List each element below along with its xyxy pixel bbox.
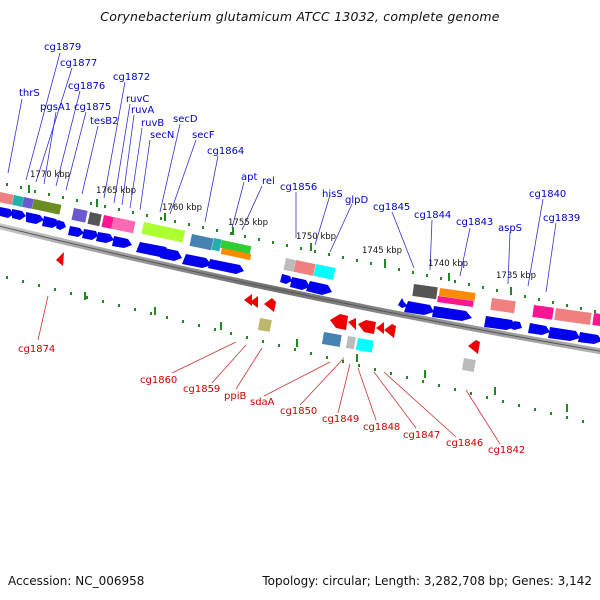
gene-label-reverse[interactable]: sdaA	[250, 397, 275, 408]
accession-text: Accession: NC_006958	[8, 574, 145, 588]
gene-label-forward[interactable]: secD	[173, 114, 198, 125]
gene-label-forward[interactable]: cg1875	[74, 102, 111, 113]
gene-label-forward[interactable]: cg1872	[113, 72, 150, 83]
gene-label-forward[interactable]: secN	[150, 130, 174, 141]
gene-label-reverse[interactable]: cg1850	[280, 406, 317, 417]
gene-label-forward[interactable]: cg1839	[543, 213, 580, 224]
gene-label-forward[interactable]: cg1840	[529, 189, 566, 200]
gene-label-forward[interactable]: cg1879	[44, 42, 81, 53]
gene-label-forward[interactable]: pgsA1	[40, 102, 71, 113]
gene-label-forward[interactable]: cg1864	[207, 146, 244, 157]
gene-label-forward[interactable]: ruvC	[126, 94, 149, 105]
gene-label-forward[interactable]: cg1877	[60, 58, 97, 69]
gene-label-reverse[interactable]: cg1859	[183, 384, 220, 395]
kbp-label: 1760 kbp	[162, 203, 202, 213]
gene-label-forward[interactable]: cg1843	[456, 217, 493, 228]
gene-label-forward[interactable]: hisS	[322, 189, 343, 200]
gene-label-reverse[interactable]: ppiB	[224, 391, 246, 402]
gene-label-reverse[interactable]: cg1849	[322, 414, 359, 425]
gene-label-forward[interactable]: aspS	[498, 223, 522, 234]
gene-label-forward[interactable]: ruvA	[131, 105, 154, 116]
gene-label-reverse[interactable]: cg1842	[488, 445, 525, 456]
topology-text: Topology: circular; Length: 3,282,708 bp…	[262, 574, 592, 588]
kbp-label: 1740 kbp	[428, 259, 468, 269]
map-title: Corynebacterium glutamicum ATCC 13032, c…	[100, 9, 500, 24]
gene-label-reverse[interactable]: cg1874	[18, 344, 55, 355]
kbp-label: 1755 kbp	[228, 218, 268, 228]
gene-label-forward[interactable]: ruvB	[141, 118, 164, 129]
gene-label-forward[interactable]: cg1876	[68, 81, 105, 92]
gene-label-reverse[interactable]: cg1860	[140, 375, 177, 386]
gene-label-forward[interactable]: secF	[192, 130, 215, 141]
gene-label-forward[interactable]: apt	[241, 172, 257, 183]
gene-label-reverse[interactable]: cg1848	[363, 422, 400, 433]
gene-label-reverse[interactable]: cg1847	[403, 430, 440, 441]
gene-label-forward[interactable]: glpD	[345, 195, 368, 206]
kbp-label: 1745 kbp	[362, 246, 402, 256]
gene-label-forward[interactable]: thrS	[19, 88, 40, 99]
kbp-label: 1750 kbp	[296, 232, 336, 242]
gene-label-forward[interactable]: rel	[262, 176, 275, 187]
gene-label-forward[interactable]: cg1845	[373, 202, 410, 213]
gene-label-forward[interactable]: cg1856	[280, 182, 317, 193]
gene-label-forward[interactable]: tesB2	[90, 116, 119, 127]
kbp-label: 1765 kbp	[96, 186, 136, 196]
gene-label-reverse[interactable]: cg1846	[446, 438, 483, 449]
gene-label-forward[interactable]: cg1844	[414, 210, 451, 221]
kbp-label: 1735 kbp	[496, 271, 536, 281]
kbp-label: 1770 kbp	[30, 170, 70, 180]
